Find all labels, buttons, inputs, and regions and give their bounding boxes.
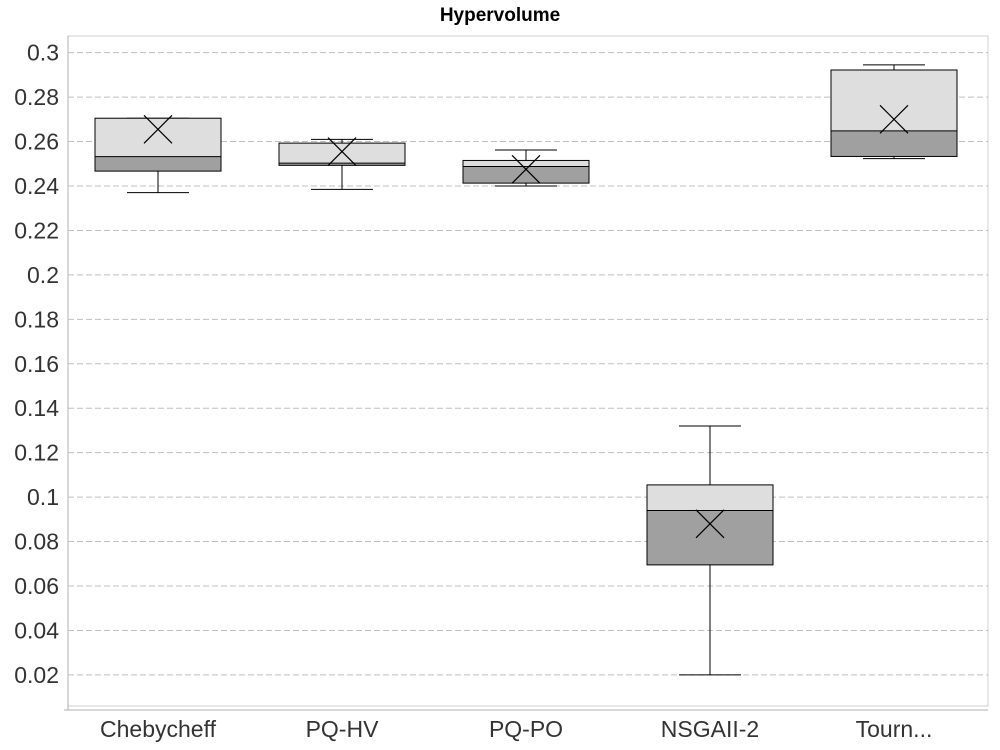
y-tick-label: 0.06 (14, 573, 59, 599)
lower-box (831, 130, 957, 157)
y-tick-label: 0.1 (27, 484, 59, 510)
mean-marker (143, 114, 173, 144)
box-outline (646, 484, 774, 566)
mean-marker (879, 104, 909, 134)
x-tick-label: Chebycheff (100, 716, 217, 742)
y-tick-label: 0.2 (27, 262, 59, 288)
y-tick-label: 0.22 (14, 217, 59, 243)
y-tick-label: 0.02 (14, 662, 59, 688)
x-tick-labels: Chebycheff PQ-HV PQ-PO NSGAII-2 Tourn... (100, 716, 932, 742)
boxes (94, 64, 958, 676)
upper-box (95, 118, 221, 157)
mean-marker (511, 154, 541, 184)
y-tick-label: 0.04 (14, 617, 59, 643)
box-outline (278, 142, 406, 166)
box-5 (830, 64, 958, 160)
x-tick-label: PQ-PO (489, 716, 563, 742)
upper-box (279, 143, 405, 164)
upper-box (831, 70, 957, 131)
mean-marker (695, 509, 725, 539)
x-tick-label: Tourn... (856, 716, 933, 742)
y-tick-label: 0.18 (14, 306, 59, 332)
y-tick-label: 0.28 (14, 84, 59, 110)
y-tick-label: 0.08 (14, 529, 59, 555)
y-tick-label: 0.26 (14, 129, 59, 155)
y-tick-labels: 0.02 0.04 0.06 0.08 0.1 0.12 0.14 0.16 0.18 0.2 0.… (14, 40, 59, 688)
upper-box (647, 484, 773, 511)
chart-title: Hypervolume (440, 5, 560, 26)
box-4 (646, 425, 774, 676)
box-1 (94, 114, 222, 194)
box-outline (94, 117, 222, 172)
box-3 (462, 149, 590, 187)
lower-box (463, 166, 589, 184)
y-tick-label: 0.14 (14, 395, 59, 421)
mean-marker (327, 137, 357, 166)
box-2 (278, 137, 406, 190)
y-tick-label: 0.16 (14, 351, 59, 377)
y-tick-label: 0.12 (14, 440, 59, 466)
grid-lines (68, 52, 988, 676)
y-tick-label: 0.3 (27, 40, 59, 66)
y-tick-label: 0.24 (14, 173, 59, 199)
upper-box (463, 160, 589, 167)
box-outline (462, 159, 590, 184)
x-tick-label: PQ-HV (306, 716, 380, 742)
lower-box (95, 156, 221, 172)
lower-box (279, 163, 405, 166)
lower-box (647, 510, 773, 565)
x-tick-label: NSGAII-2 (661, 716, 759, 742)
box-outline (830, 69, 958, 157)
